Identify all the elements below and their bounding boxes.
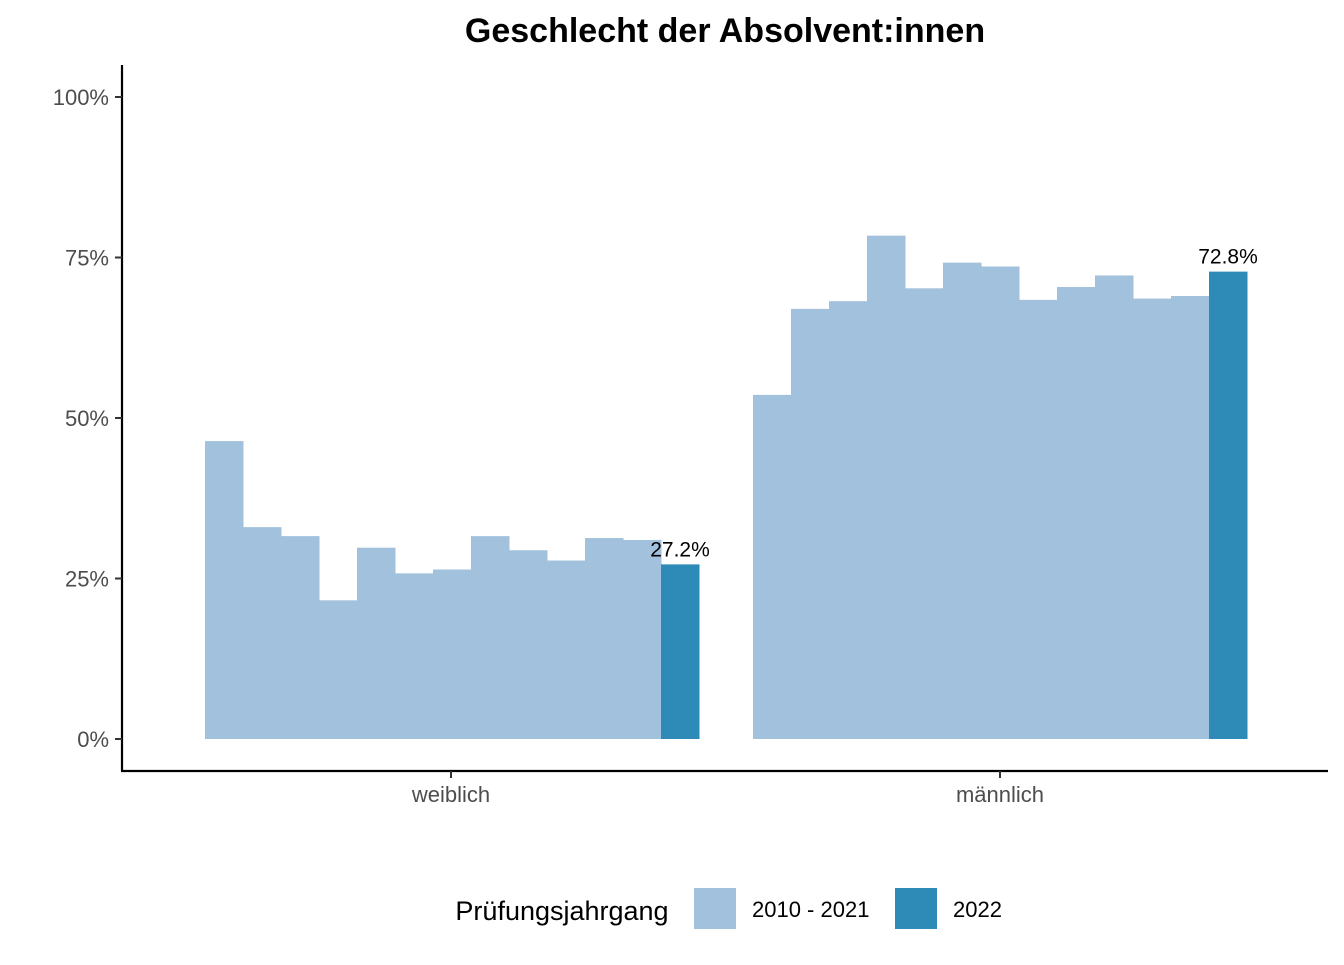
bar-weiblich-2015 — [395, 573, 434, 739]
bar-männlich-2012 — [829, 301, 868, 739]
y-tick-label: 25% — [65, 567, 109, 592]
bar-männlich-2014 — [905, 288, 944, 739]
data-label-männlich: 72.8% — [1198, 246, 1258, 269]
data-label-weiblich: 27.2% — [650, 538, 710, 561]
legend-title: Prüfungsjahrgang — [455, 896, 668, 926]
bar-weiblich-2013 — [319, 600, 358, 739]
legend-swatch-historical — [694, 888, 736, 929]
bar-männlich-2010 — [753, 394, 792, 739]
x-tick-label-weiblich: weiblich — [411, 782, 490, 807]
plot-area: 0% 25% 50% 75% 100% 27.2% 72.8% weiblich männlic… — [53, 65, 1328, 807]
bar-männlich-2015 — [943, 262, 982, 739]
y-tick-label: 0% — [77, 727, 109, 752]
bar-weiblich-2020 — [585, 538, 624, 739]
bar-männlich-2019 — [1095, 275, 1134, 739]
y-tick-label: 75% — [65, 246, 109, 271]
bar-männlich-2021 — [1171, 296, 1210, 739]
bar-weiblich-2022 — [661, 564, 700, 739]
bar-weiblich-2019 — [547, 560, 586, 739]
bar-männlich-2011 — [791, 308, 830, 739]
bar-männlich-2020 — [1133, 298, 1172, 739]
bar-weiblich-2014 — [357, 547, 396, 739]
legend: Prüfungsjahrgang 2010 - 2021 2022 — [455, 888, 1002, 929]
bar-weiblich-2021 — [623, 539, 662, 739]
bar-weiblich-2016 — [433, 569, 472, 739]
bar-männlich-2017 — [1019, 299, 1058, 739]
bar-weiblich-2017 — [471, 536, 510, 739]
y-tick-label: 50% — [65, 406, 109, 431]
bar-männlich-2018 — [1057, 287, 1096, 739]
legend-swatch-current — [895, 888, 937, 929]
legend-label-current: 2022 — [953, 897, 1002, 922]
bar-männlich-2022 — [1209, 271, 1248, 739]
bar-männlich-2013 — [867, 235, 906, 739]
bar-weiblich-2011 — [243, 527, 282, 739]
chart-title: Geschlecht der Absolvent:innen — [465, 12, 985, 50]
legend-label-historical: 2010 - 2021 — [752, 897, 869, 922]
bar-weiblich-2010 — [205, 441, 244, 739]
y-tick-label: 100% — [53, 85, 109, 110]
bar-weiblich-2012 — [281, 536, 320, 739]
x-tick-label-männlich: männlich — [956, 782, 1044, 807]
bar-weiblich-2018 — [509, 550, 548, 739]
bar-männlich-2016 — [981, 266, 1020, 739]
